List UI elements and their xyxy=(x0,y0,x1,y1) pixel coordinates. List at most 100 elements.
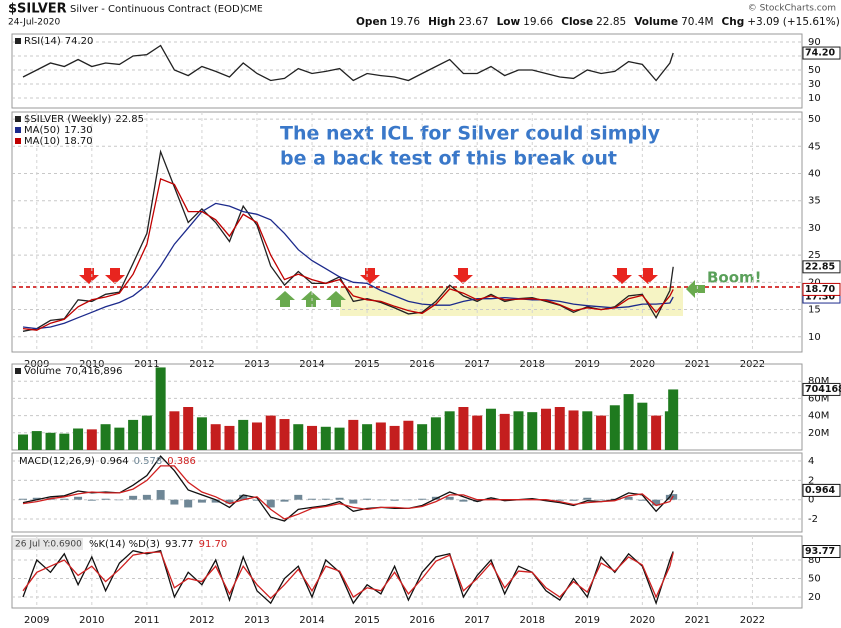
legend: MA(50) 17.30 xyxy=(24,125,93,136)
x-tick-label: 2010 xyxy=(79,615,104,626)
panel-frame xyxy=(11,33,803,109)
stat-value: 19.66 xyxy=(523,16,553,28)
volume-bar xyxy=(348,419,359,450)
volume-bar xyxy=(362,424,373,450)
stat-label: Close xyxy=(561,16,593,28)
legend-value: 0.386 xyxy=(167,456,196,467)
legend: $SILVER (Weekly) 22.85 xyxy=(24,114,144,125)
y-tick-label: 4 xyxy=(808,456,814,467)
y-tick-label: -2 xyxy=(808,514,818,525)
histogram-bar xyxy=(390,499,399,501)
range-box xyxy=(340,287,683,316)
histogram-bar xyxy=(225,499,234,504)
volume-bar xyxy=(582,411,593,450)
volume-bar xyxy=(499,413,510,450)
legend-name: MACD(12,26,9) xyxy=(19,456,95,467)
annotation: The next ICL for Silver could simply xyxy=(280,123,661,145)
volume-bar xyxy=(251,422,262,450)
legend-swatch xyxy=(15,116,21,122)
y-tick-label: 10 xyxy=(808,93,821,104)
x-tick-label: 2011 xyxy=(134,615,159,626)
y-tick-label: 35 xyxy=(808,196,821,207)
value-tag xyxy=(802,483,841,497)
legend-name: $SILVER (Weekly) xyxy=(24,114,111,125)
x-tick-label: 2012 xyxy=(189,615,214,626)
x-tick-label: 2020 xyxy=(630,615,655,626)
annotation: Boom! xyxy=(707,269,762,287)
legend-swatch xyxy=(15,368,21,374)
stat-value: 70.4M xyxy=(681,16,713,28)
y-tick-label: 40M xyxy=(808,411,829,422)
histogram-bar xyxy=(280,499,289,502)
legend-name: %D(3) xyxy=(129,539,160,550)
x-tick-label: 2021 xyxy=(685,615,710,626)
legend-value: 91.70 xyxy=(199,539,228,550)
y-tick-label: 50 xyxy=(808,574,821,585)
histogram-bar xyxy=(583,497,592,500)
histogram-bar xyxy=(156,490,165,500)
y-tick-label: 90 xyxy=(808,37,821,48)
histogram-bar xyxy=(19,498,28,500)
volume-bar xyxy=(238,419,249,450)
legend-swatch xyxy=(15,138,21,144)
value-tag-label: 70416896 xyxy=(805,384,841,395)
volume-bar xyxy=(417,424,428,450)
y-tick-label: 30 xyxy=(808,79,821,90)
legend-swatch xyxy=(15,127,21,133)
value-tag xyxy=(802,260,841,274)
volume-bar xyxy=(430,417,441,450)
red-arrows xyxy=(79,268,658,284)
y-tick-label: 15 xyxy=(808,305,821,316)
volume-bar xyxy=(128,419,139,450)
histogram-bar xyxy=(363,498,372,500)
histogram-bar xyxy=(404,499,413,501)
stat-value: 23.67 xyxy=(459,16,489,28)
x-tick-label: 2019 xyxy=(575,615,600,626)
y-tick-label: 20 xyxy=(808,592,821,603)
value-tag xyxy=(802,545,841,559)
histogram-bar xyxy=(418,498,427,500)
volume-bar xyxy=(609,405,620,450)
volume-bar xyxy=(651,415,662,450)
histogram-bar xyxy=(597,499,606,501)
legend-name: %K(14) xyxy=(89,539,126,550)
legend: MA(10) 18.70 xyxy=(24,136,93,147)
legend-name: RSI(14) xyxy=(24,36,61,47)
histogram-bar xyxy=(473,499,482,502)
histogram-bar xyxy=(445,496,454,500)
legend-value: 74.20 xyxy=(65,36,94,47)
stat-label: Low xyxy=(497,16,521,28)
histogram-bar xyxy=(74,496,83,500)
cursor-label: 26 Jul Y:0.6900 xyxy=(15,540,82,550)
value-tag-label: 18.70 xyxy=(805,284,835,295)
histogram-bar xyxy=(294,494,303,500)
volume-bar xyxy=(86,429,97,450)
x-tick-label: 2009 xyxy=(24,615,49,626)
legend-value: 22.85 xyxy=(115,114,144,125)
volume-bar xyxy=(307,425,318,450)
stat-label: Volume xyxy=(634,16,678,28)
legend-value: 93.77 xyxy=(165,539,194,550)
histogram-bar xyxy=(555,499,564,501)
volume-bar xyxy=(596,415,607,450)
histogram-bar xyxy=(321,498,330,500)
y-tick-label: 20 xyxy=(808,277,821,288)
volume-bar xyxy=(59,433,70,450)
panel-frame xyxy=(11,452,803,533)
histogram-bar xyxy=(335,497,344,500)
volume-bar xyxy=(554,407,565,450)
y-tick-label: 10 xyxy=(808,332,821,343)
volume-bar xyxy=(334,427,345,450)
volume-bar xyxy=(389,425,400,450)
panel-frame xyxy=(11,111,803,353)
volume-bar xyxy=(155,367,166,450)
histogram-bar xyxy=(638,499,647,501)
volume-bar xyxy=(375,422,386,450)
volume-bar xyxy=(18,434,29,450)
histogram-bar xyxy=(266,499,275,508)
value-tag-label: 93.77 xyxy=(805,546,835,557)
x-tick-label: 2017 xyxy=(464,615,489,626)
stat-value: 22.85 xyxy=(596,16,626,28)
volume-bar xyxy=(320,426,331,450)
series-line xyxy=(22,44,674,82)
